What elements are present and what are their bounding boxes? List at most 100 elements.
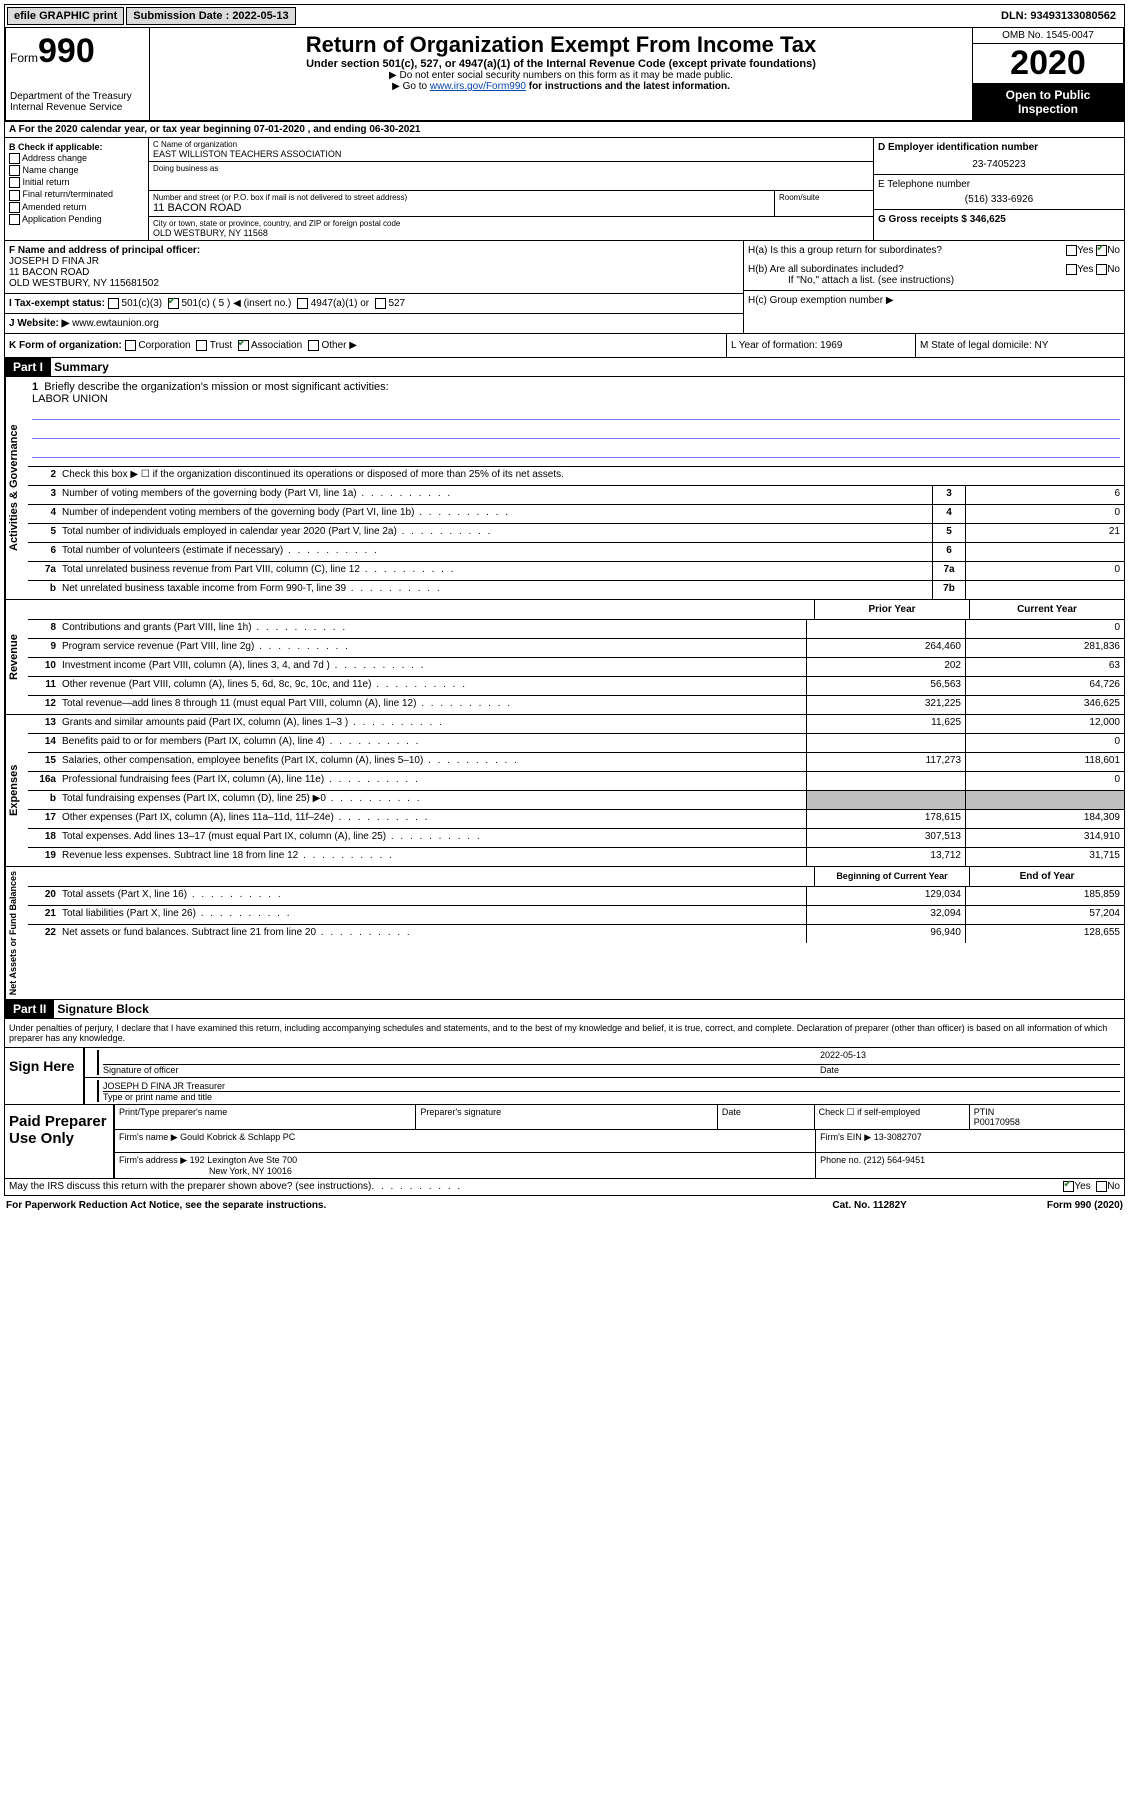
ha-no[interactable] <box>1096 245 1107 256</box>
summary-row: 7aTotal unrelated business revenue from … <box>28 562 1124 581</box>
firm-addr-label: Firm's address ▶ <box>119 1155 187 1165</box>
hb-no[interactable] <box>1096 264 1107 275</box>
phone-label: E Telephone number <box>878 179 970 190</box>
i-label: I Tax-exempt status: <box>9 298 105 309</box>
chk-pending[interactable] <box>9 214 20 225</box>
tax-year: 2020 <box>973 44 1123 84</box>
opt-501c3: 501(c)(3) <box>122 298 163 309</box>
chk-initial-return[interactable] <box>9 177 20 188</box>
open-public-badge: Open to Public Inspection <box>973 84 1123 120</box>
c-name-label: C Name of organization <box>153 140 869 149</box>
form-prefix: Form <box>10 51 38 65</box>
line1-label: Briefly describe the organization's miss… <box>44 381 388 393</box>
summary-row: bNet unrelated business taxable income f… <box>28 581 1124 599</box>
opt-corp: Corporation <box>138 340 190 351</box>
ein-label: D Employer identification number <box>878 142 1038 153</box>
opt-assoc: Association <box>251 340 302 351</box>
eoy-head: End of Year <box>969 867 1124 886</box>
summary-row: 13Grants and similar amounts paid (Part … <box>28 715 1124 734</box>
hb-yes[interactable] <box>1066 264 1077 275</box>
chk-4947[interactable] <box>297 298 308 309</box>
b-title: B Check if applicable: <box>9 142 103 152</box>
efile-button[interactable]: efile GRAPHIC print <box>7 7 124 25</box>
gov-vert-label: Activities & Governance <box>5 377 28 599</box>
net-vert-label: Net Assets or Fund Balances <box>5 867 28 999</box>
line2: Check this box ▶ ☐ if the organization d… <box>58 467 1124 485</box>
form-title: Return of Organization Exempt From Incom… <box>154 32 968 58</box>
chk-other[interactable] <box>308 340 319 351</box>
part1-title: Summary <box>54 360 109 374</box>
firm-addr1: 192 Lexington Ave Ste 700 <box>190 1155 297 1165</box>
summary-row: 14Benefits paid to or for members (Part … <box>28 734 1124 753</box>
prep-name-label: Print/Type preparer's name <box>115 1105 416 1129</box>
opt-527: 527 <box>388 298 405 309</box>
discuss-yes[interactable] <box>1063 1181 1074 1192</box>
firm-name-label: Firm's name ▶ <box>119 1132 178 1142</box>
form-subtitle: Under section 501(c), 527, or 4947(a)(1)… <box>154 58 968 70</box>
officer-addr2: OLD WESTBURY, NY 115681502 <box>9 278 159 289</box>
phone-value: (516) 333-6926 <box>878 194 1120 205</box>
part2-header: Part II <box>5 1000 54 1018</box>
gross-receipts: G Gross receipts $ 346,625 <box>878 214 1006 225</box>
chk-501c3[interactable] <box>108 298 119 309</box>
j-label: J Website: ▶ <box>9 318 72 329</box>
lbl-initial-return: Initial return <box>23 177 70 187</box>
opt-4947: 4947(a)(1) or <box>311 298 369 309</box>
firm-phone: Phone no. (212) 564-9451 <box>816 1153 1124 1178</box>
chk-name-change[interactable] <box>9 165 20 176</box>
chk-assoc[interactable] <box>238 340 249 351</box>
sign-here-block: Sign Here Signature of officer 2022-05-1… <box>4 1048 1125 1105</box>
summary-row: 6Total number of volunteers (estimate if… <box>28 543 1124 562</box>
officer-addr1: 11 BACON ROAD <box>9 267 89 278</box>
hb-note: If "No," attach a list. (see instruction… <box>788 275 954 286</box>
dln: DLN: 93493133080562 <box>995 8 1122 24</box>
summary-row: 20Total assets (Part X, line 16)129,0341… <box>28 887 1124 906</box>
summary-row: 12Total revenue—add lines 8 through 11 (… <box>28 696 1124 714</box>
current-year-head: Current Year <box>969 600 1124 619</box>
chk-501c[interactable] <box>168 298 179 309</box>
rev-block: Revenue Prior Year Current Year 8Contrib… <box>4 600 1125 715</box>
prep-left-label: Paid Preparer Use Only <box>5 1105 115 1178</box>
chk-corp[interactable] <box>125 340 136 351</box>
irs-link[interactable]: www.irs.gov/Form990 <box>430 81 526 92</box>
hc-label: H(c) Group exemption number ▶ <box>748 295 894 306</box>
chk-527[interactable] <box>375 298 386 309</box>
row-a-tax-year: A For the 2020 calendar year, or tax yea… <box>4 122 1125 138</box>
chk-address-change[interactable] <box>9 153 20 164</box>
street-label: Number and street (or P.O. box if mail i… <box>153 193 770 202</box>
discuss-no[interactable] <box>1096 1181 1107 1192</box>
ein-value: 23-7405223 <box>878 159 1120 170</box>
opt-501c: 501(c) ( 5 ) ◀ (insert no.) <box>181 298 291 309</box>
opt-trust: Trust <box>210 340 232 351</box>
irs-label: Internal Revenue Service <box>10 102 145 113</box>
ha-yes[interactable] <box>1066 245 1077 256</box>
top-bar: efile GRAPHIC print Submission Date : 20… <box>4 4 1125 28</box>
summary-row: 17Other expenses (Part IX, column (A), l… <box>28 810 1124 829</box>
exp-block: Expenses 13Grants and similar amounts pa… <box>4 715 1125 867</box>
lbl-name-change: Name change <box>23 165 79 175</box>
goto-prefix: ▶ Go to <box>392 81 430 92</box>
org-name: EAST WILLISTON TEACHERS ASSOCIATION <box>153 149 869 159</box>
chk-final-return[interactable] <box>9 190 20 201</box>
firm-name: Gould Kobrick & Schlapp PC <box>180 1132 295 1142</box>
chk-amended[interactable] <box>9 202 20 213</box>
boy-head: Beginning of Current Year <box>814 867 969 886</box>
net-block: Net Assets or Fund Balances Beginning of… <box>4 867 1125 1000</box>
summary-row: 4Number of independent voting members of… <box>28 505 1124 524</box>
dept-treasury: Department of the Treasury <box>10 91 145 102</box>
prior-year-head: Prior Year <box>814 600 969 619</box>
firm-addr2: New York, NY 10016 <box>209 1166 292 1176</box>
summary-row: 8Contributions and grants (Part VIII, li… <box>28 620 1124 639</box>
chk-trust[interactable] <box>196 340 207 351</box>
ptin-value: P00170958 <box>974 1117 1020 1127</box>
lbl-amended: Amended return <box>22 202 87 212</box>
goto-suffix: for instructions and the latest informat… <box>526 81 730 92</box>
lbl-pending: Application Pending <box>22 214 102 224</box>
part1-header: Part I <box>5 358 51 376</box>
sig-officer-label: Signature of officer <box>103 1065 178 1075</box>
summary-row: 18Total expenses. Add lines 13–17 (must … <box>28 829 1124 848</box>
summary-row: 16aProfessional fundraising fees (Part I… <box>28 772 1124 791</box>
street-value: 11 BACON ROAD <box>153 202 770 214</box>
exp-vert-label: Expenses <box>5 715 28 866</box>
mission-text: LABOR UNION <box>32 393 1120 405</box>
